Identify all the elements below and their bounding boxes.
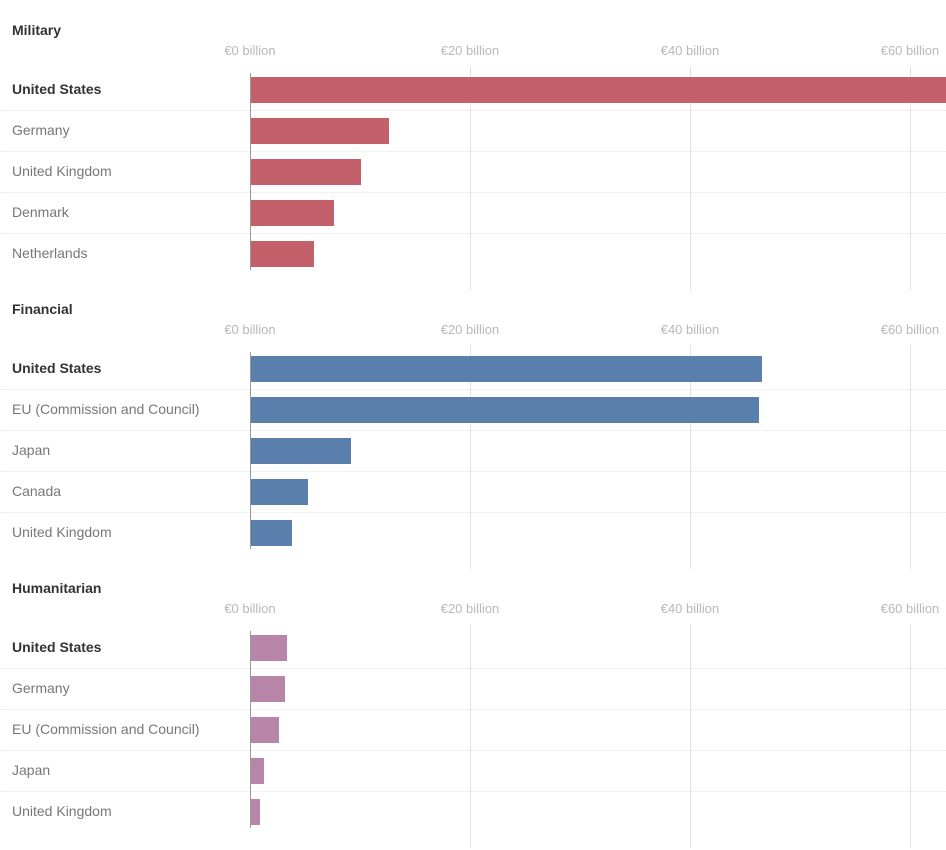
row-separator [0, 750, 946, 751]
gridline [470, 345, 471, 569]
bar [250, 798, 260, 825]
row-separator [0, 430, 946, 431]
gridline [470, 66, 471, 290]
category-label: EU (Commission and Council) [12, 401, 200, 417]
panel-title: Military [12, 22, 62, 38]
x-tick-label: €20 billion [440, 322, 500, 337]
row-separator [0, 791, 946, 792]
chart-panel-military: Military €0 billion €20 billion €40 billion… [0, 22, 946, 292]
category-label: United Kingdom [12, 803, 112, 819]
bar [250, 437, 352, 464]
row-separator [0, 192, 946, 193]
x-tick-label: €40 billion [660, 322, 720, 337]
row-separator [0, 110, 946, 111]
category-label: Netherlands [12, 245, 88, 261]
bar [250, 675, 286, 702]
category-label: United Kingdom [12, 163, 112, 179]
x-tick-label: €60 billion [880, 601, 940, 616]
row-separator [0, 668, 946, 669]
bar [250, 76, 946, 103]
panel-title: Financial [12, 301, 73, 317]
row-separator [0, 471, 946, 472]
row-separator [0, 389, 946, 390]
bar [250, 519, 292, 546]
row-separator [0, 151, 946, 152]
category-label: Germany [12, 680, 70, 696]
bar [250, 757, 265, 784]
category-label: United Kingdom [12, 524, 112, 540]
category-label: United States [12, 639, 102, 655]
bar [250, 199, 334, 226]
category-label: United States [12, 360, 102, 376]
category-label: Germany [12, 122, 70, 138]
bar [250, 716, 279, 743]
category-label: Japan [12, 762, 51, 778]
gridline [690, 345, 691, 569]
category-label: EU (Commission and Council) [12, 721, 200, 737]
x-tick-label: €0 billion [224, 43, 276, 58]
category-label: United States [12, 81, 102, 97]
panel-title: Humanitarian [12, 580, 102, 596]
bar [250, 478, 309, 505]
bar [250, 240, 314, 267]
axis-baseline [250, 73, 251, 270]
x-tick-label: €0 billion [224, 322, 276, 337]
bar [250, 396, 760, 423]
bar [250, 634, 288, 661]
x-tick-label: €20 billion [440, 43, 500, 58]
gridline [690, 624, 691, 848]
x-tick-label: €40 billion [660, 43, 720, 58]
category-label: Japan [12, 442, 51, 458]
x-tick-label: €20 billion [440, 601, 500, 616]
gridline [470, 624, 471, 848]
bar [250, 117, 389, 144]
row-separator [0, 233, 946, 234]
row-separator [0, 512, 946, 513]
axis-baseline [250, 352, 251, 549]
axis-baseline [250, 631, 251, 828]
x-tick-label: €60 billion [880, 322, 940, 337]
x-tick-label: €60 billion [880, 43, 940, 58]
gridline [910, 345, 911, 569]
x-tick-label: €0 billion [224, 601, 276, 616]
bar [250, 158, 362, 185]
gridline [910, 66, 911, 290]
x-tick-label: €40 billion [660, 601, 720, 616]
row-separator [0, 709, 946, 710]
category-label: Denmark [12, 204, 69, 220]
gridline [910, 624, 911, 848]
chart-panel-financial: Financial €0 billion €20 billion €40 billio… [0, 301, 946, 571]
category-label: Canada [12, 483, 62, 499]
bar [250, 355, 762, 382]
chart-panel-humanitarian: Humanitarian €0 billion €20 billion €40 bil… [0, 580, 946, 850]
gridline [690, 66, 691, 290]
